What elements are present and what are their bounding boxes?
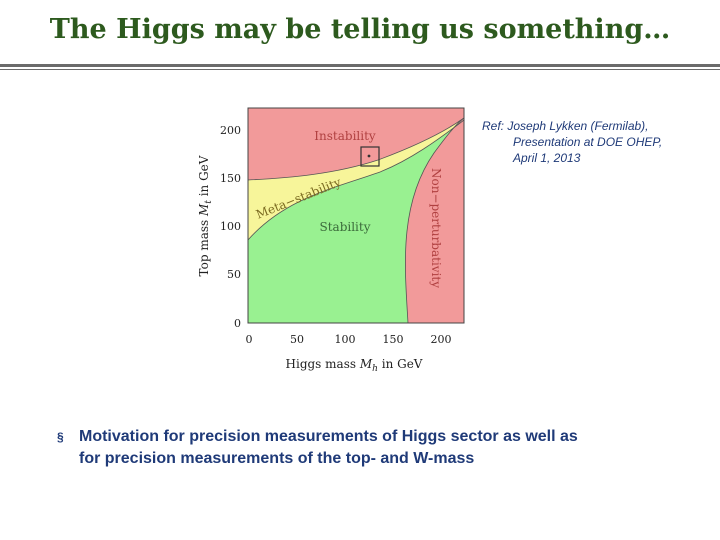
y-tick-150: 150 xyxy=(220,172,241,185)
measured-point-box xyxy=(360,146,380,167)
y-axis-ticks: 200 150 100 50 0 xyxy=(220,124,241,330)
y-tick-100: 100 xyxy=(220,220,241,233)
measured-point xyxy=(367,154,371,158)
y-tick-50: 50 xyxy=(227,268,241,281)
bullet-line-2: for precision measurements of the top- a… xyxy=(79,450,475,467)
nonperturbativity-region xyxy=(405,118,464,323)
nonperturbativity-label: Non−perturbativity xyxy=(429,168,443,288)
plot-frame xyxy=(247,107,465,324)
y-tick-0: 0 xyxy=(234,317,241,330)
bullet-marker: § xyxy=(57,430,64,444)
stability-label: Stability xyxy=(320,220,371,234)
reference-line-2: Presentation at DOE OHEP, xyxy=(513,135,663,149)
x-tick-150: 150 xyxy=(383,333,404,346)
reference-note: Ref: Joseph Lykken (Fermilab), Presentat… xyxy=(482,118,662,166)
x-tick-200: 200 xyxy=(431,333,452,346)
reference-line-3: April 1, 2013 xyxy=(513,151,581,165)
bullet-line-1: Motivation for precision measurements of… xyxy=(79,428,578,445)
instability-boundary xyxy=(247,117,465,181)
x-tick-50: 50 xyxy=(290,333,304,346)
x-axis-ticks: 0 50 100 150 200 xyxy=(246,333,452,346)
title-divider-thick xyxy=(0,64,720,67)
y-axis-label: Top mass Mt in GeV xyxy=(197,155,214,276)
instability-label: Instability xyxy=(314,129,376,143)
x-tick-100: 100 xyxy=(335,333,356,346)
perturbativity-boundary xyxy=(404,117,465,324)
x-tick-0: 0 xyxy=(246,333,253,346)
y-tick-200: 200 xyxy=(220,124,241,137)
x-axis-label: Higgs mass Mh in GeV xyxy=(286,357,423,374)
slide-title: The Higgs may be telling us something… xyxy=(49,14,671,45)
metastability-region xyxy=(248,118,464,240)
reference-line-1: Ref: Joseph Lykken (Fermilab), xyxy=(482,119,649,133)
bullet-point: § Motivation for precision measurements … xyxy=(57,426,697,470)
instability-region xyxy=(248,108,464,180)
title-divider-thin xyxy=(0,69,720,70)
metastability-boundary xyxy=(247,119,465,241)
